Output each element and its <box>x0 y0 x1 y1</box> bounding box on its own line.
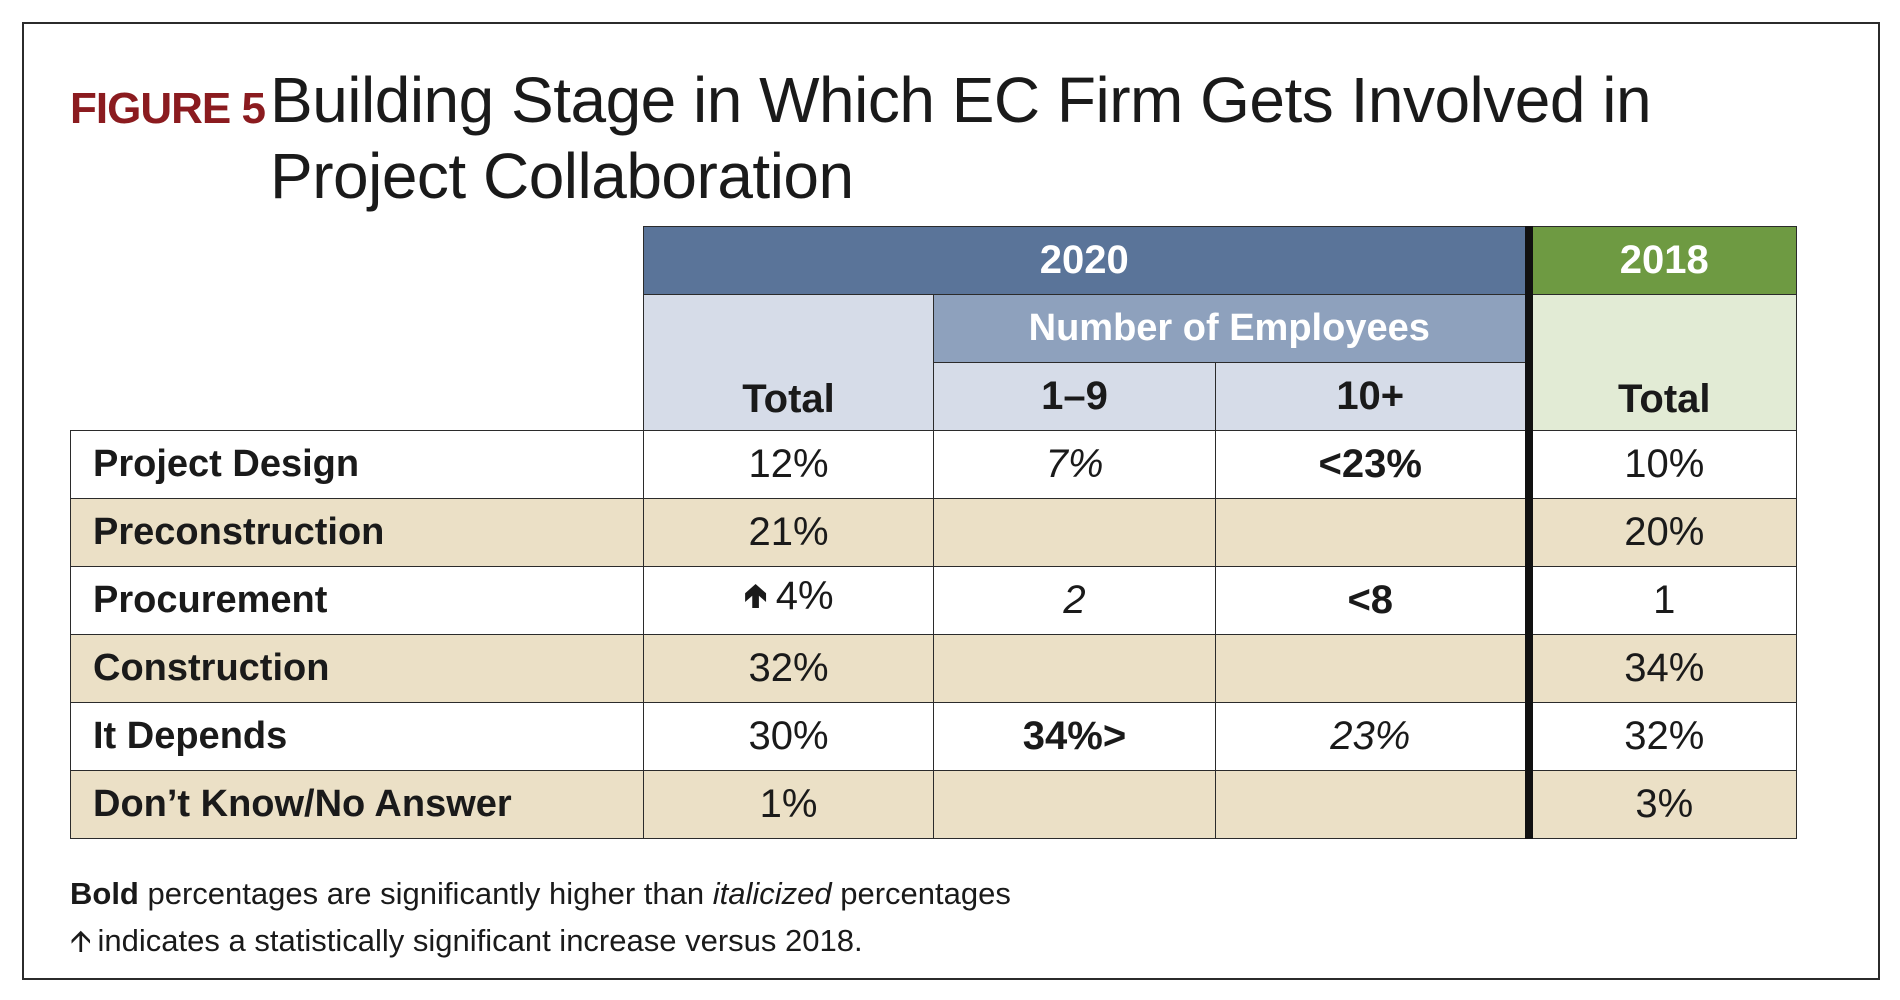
figure-title: Building Stage in Which EC Firm Gets Inv… <box>270 64 1652 212</box>
corner-blank <box>70 362 644 431</box>
table-row: Construction 32% 34% <box>70 634 1797 703</box>
row-label-text: Construction <box>93 647 330 689</box>
row-label-text: It Depends <box>93 715 288 757</box>
figure-label: FIGURE 5 <box>70 84 266 133</box>
cell-total-2020-text: 32% <box>748 646 829 690</box>
cell-employees-10-plus: <8 <box>1215 566 1533 635</box>
cell-employees-1-9-text: 7% <box>1045 442 1104 486</box>
row-label: Preconstruction <box>70 498 644 567</box>
cell-employees-1-9-text: 2 <box>1063 578 1086 622</box>
cell-total-2020-text: 30% <box>748 714 829 758</box>
cell-employees-10-plus <box>1215 770 1533 839</box>
figure-frame <box>22 22 1880 980</box>
cell-employees-1-9-text: 34%> <box>1022 714 1127 758</box>
cell-employees-10-plus <box>1215 498 1533 567</box>
cell-total-2020: 30% <box>643 702 934 771</box>
cell-total-2020-text: 4% <box>775 574 834 618</box>
cell-employees-1-9 <box>933 498 1216 567</box>
note-significance: Bold percentages are significantly highe… <box>70 870 1011 917</box>
cell-employees-10-plus: 23% <box>1215 702 1533 771</box>
cell-total-2018-text: 3% <box>1635 782 1694 826</box>
row-label: It Depends <box>70 702 644 771</box>
table-body: Project Design 12% 7% <23% 10% Preconstructio… <box>70 430 1797 839</box>
cell-total-2020-text: 21% <box>748 510 829 554</box>
header-employees-10-plus: 10+ <box>1215 362 1533 431</box>
cell-employees-10-plus <box>1215 634 1533 703</box>
header-total-2018: Total <box>1528 294 1797 431</box>
cell-employees-1-9: 34%> <box>933 702 1216 771</box>
up-arrow-icon: 🡩 <box>70 925 92 958</box>
row-label-text: Preconstruction <box>93 511 385 553</box>
cell-total-2018: 32% <box>1528 702 1797 771</box>
cell-total-2018: 1 <box>1528 566 1797 635</box>
table-row: It Depends 30% 34%> 23% 32% <box>70 702 1797 771</box>
note-italic-word: italicized <box>712 876 832 911</box>
note-mid-text: percentages are significantly higher tha… <box>138 876 713 911</box>
row-label: Construction <box>70 634 644 703</box>
cell-total-2020: 🢁 4% <box>643 566 934 635</box>
cell-employees-10-plus-text: <8 <box>1347 578 1394 622</box>
cell-employees-1-9: 7% <box>933 430 1216 499</box>
row-label-text: Project Design <box>93 443 360 485</box>
cell-total-2018-text: 20% <box>1624 510 1705 554</box>
data-table: 2020 2018 Total Number of Employees Tota… <box>70 226 1797 839</box>
corner-blank <box>70 226 644 295</box>
cell-employees-1-9: 2 <box>933 566 1216 635</box>
cell-total-2020-text: 12% <box>748 442 829 486</box>
header-year-2018: 2018 <box>1528 226 1797 295</box>
cell-total-2020-text: 1% <box>759 782 818 826</box>
table-row: Don’t Know/No Answer 1% 3% <box>70 770 1797 839</box>
cell-employees-10-plus-text: 23% <box>1330 714 1411 758</box>
row-label: Project Design <box>70 430 644 499</box>
cell-employees-1-9 <box>933 634 1216 703</box>
cell-total-2018-text: 32% <box>1624 714 1705 758</box>
cell-total-2020: 32% <box>643 634 934 703</box>
cell-total-2018: 10% <box>1528 430 1797 499</box>
table-row: Project Design 12% 7% <23% 10% <box>70 430 1797 499</box>
header-number-of-employees: Number of Employees <box>933 294 1533 363</box>
cell-total-2020: 12% <box>643 430 934 499</box>
note-end-text: percentages <box>831 876 1011 911</box>
row-label: Procurement <box>70 566 644 635</box>
header-total-2020: Total <box>643 294 934 431</box>
corner-blank <box>70 294 644 363</box>
cell-total-2018-text: 10% <box>1624 442 1705 486</box>
row-label-text: Don’t Know/No Answer <box>93 783 512 825</box>
header-year-2020: 2020 <box>643 226 1533 295</box>
cell-total-2018: 34% <box>1528 634 1797 703</box>
table-row: Preconstruction 21% 20% <box>70 498 1797 567</box>
table-notes: Bold percentages are significantly highe… <box>70 870 1011 965</box>
table-row: Procurement 🢁 4% 2 <8 1 <box>70 566 1797 635</box>
cell-employees-10-plus-text: <23% <box>1318 442 1422 486</box>
row-label-text: Procurement <box>93 579 328 621</box>
cell-total-2018: 3% <box>1528 770 1797 839</box>
cell-employees-10-plus: <23% <box>1215 430 1533 499</box>
cell-total-2018: 20% <box>1528 498 1797 567</box>
up-arrow-icon: 🢁 <box>743 577 768 615</box>
cell-total-2020: 1% <box>643 770 934 839</box>
cell-total-2018-text: 1 <box>1653 578 1676 622</box>
cell-total-2018-text: 34% <box>1624 646 1705 690</box>
cell-employees-1-9 <box>933 770 1216 839</box>
row-label: Don’t Know/No Answer <box>70 770 644 839</box>
note-arrow-text: indicates a statistically significant in… <box>97 923 863 958</box>
note-bold-word: Bold <box>70 876 139 911</box>
note-arrow-legend: 🡩 indicates a statistically significant i… <box>70 917 1011 965</box>
cell-total-2020: 21% <box>643 498 934 567</box>
header-employees-1-9: 1–9 <box>933 362 1216 431</box>
